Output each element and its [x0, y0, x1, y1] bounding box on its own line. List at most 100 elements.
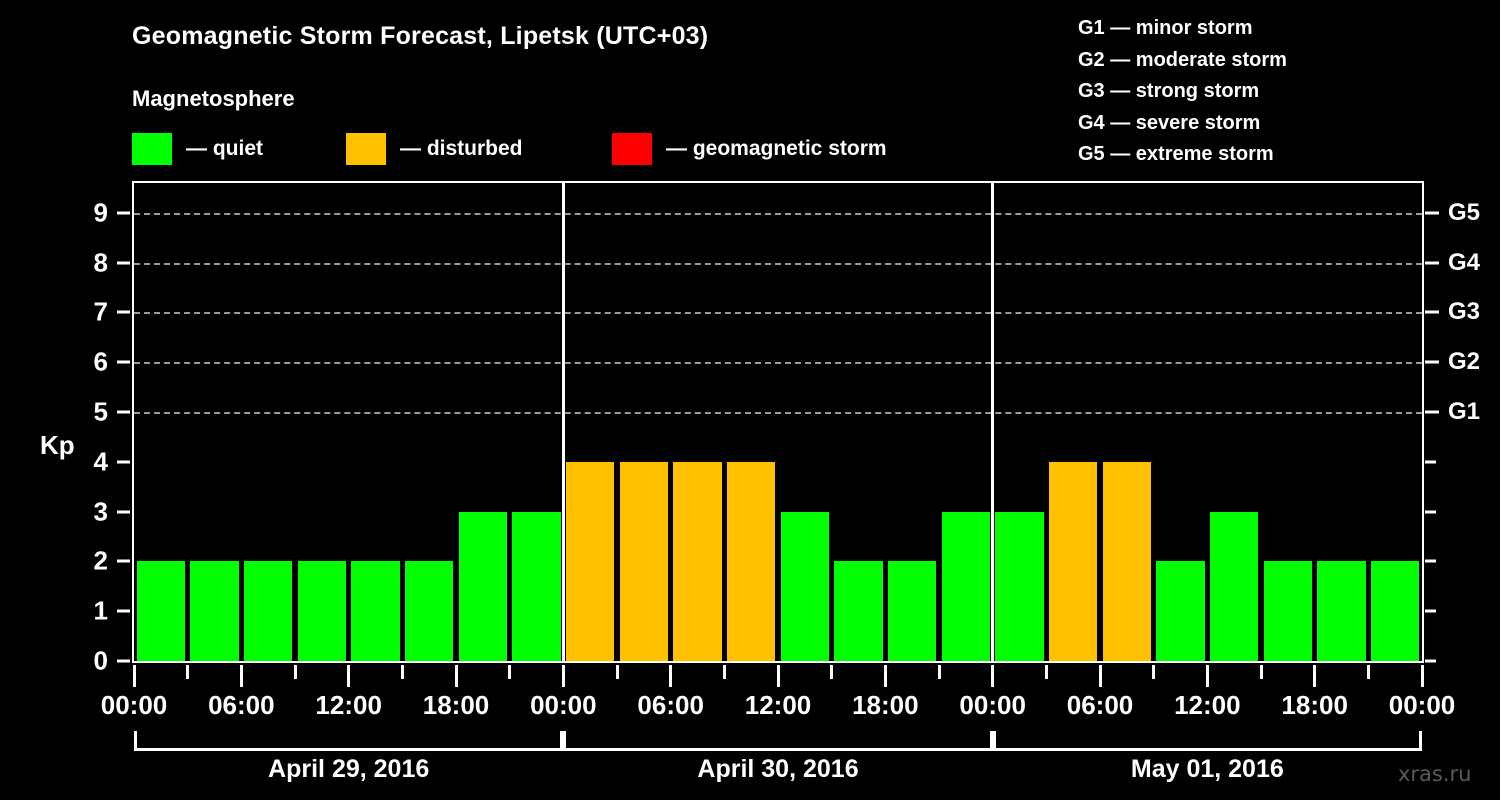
legend-item-quiet: — quiet	[132, 133, 263, 165]
bar	[1263, 561, 1313, 661]
right-axis-minor-tick	[1425, 510, 1436, 514]
bar	[136, 561, 186, 661]
y-axis-tick-label: 2	[93, 545, 108, 576]
x-axis-major-tick	[1205, 665, 1209, 687]
plot-inner	[134, 183, 1422, 661]
x-axis-major-tick	[669, 665, 673, 687]
bar	[887, 561, 937, 661]
bar	[726, 461, 776, 661]
legend-label: — quiet	[186, 137, 263, 160]
x-axis-minor-tick	[615, 665, 619, 679]
x-axis-tick-label: 06:00	[208, 690, 275, 720]
bar	[512, 511, 561, 661]
bar	[780, 511, 830, 661]
legend-item-disturbed: — disturbed	[346, 133, 523, 165]
date-bracket	[563, 731, 993, 751]
green-square-icon	[132, 133, 172, 165]
date-label: April 29, 2016	[268, 755, 430, 783]
g-axis-tick	[1425, 410, 1439, 414]
y-axis-tick-label: 3	[93, 496, 108, 527]
gridline	[134, 312, 1422, 315]
x-axis-major-tick	[883, 665, 887, 687]
bar	[834, 561, 883, 661]
y-axis-tick-label: 1	[93, 595, 108, 626]
bar	[1048, 461, 1098, 661]
bar	[243, 561, 293, 661]
y-axis-tick-label: 0	[93, 645, 108, 676]
right-axis-minor-tick	[1425, 659, 1436, 663]
bar	[190, 561, 239, 661]
bar	[1156, 561, 1205, 661]
x-axis-minor-tick	[722, 665, 726, 679]
bar	[297, 561, 347, 661]
y-axis-tick	[117, 261, 130, 265]
g-axis-tick	[1425, 360, 1439, 364]
date-bracket	[134, 731, 564, 751]
date-label: May 01, 2016	[1130, 755, 1284, 783]
x-axis-tick-label: 00:00	[1388, 690, 1456, 720]
x-axis-major-tick	[1098, 665, 1102, 687]
g-scale-item: G4 — severe storm	[1078, 111, 1261, 134]
g-scale-item: G2 — moderate storm	[1078, 48, 1287, 71]
x-axis-tick-label: 00:00	[530, 690, 597, 720]
x-axis-tick-label: 00:00	[959, 690, 1026, 720]
y-axis-title: Kp	[40, 430, 75, 460]
bar	[458, 511, 508, 661]
bar	[351, 561, 400, 661]
bar	[1317, 561, 1366, 661]
y-axis-tick	[117, 559, 130, 563]
gridline	[134, 262, 1422, 265]
g-axis-label: G3	[1448, 298, 1481, 326]
gridline	[134, 362, 1422, 365]
right-axis-minor-tick	[1425, 460, 1436, 464]
y-axis-tick	[117, 360, 130, 364]
bar	[941, 511, 991, 661]
g-axis-label: G1	[1448, 398, 1481, 426]
day-separator	[991, 183, 995, 661]
y-axis-tick-label: 8	[93, 247, 108, 278]
x-axis-major-tick	[776, 665, 780, 687]
x-axis-major-tick	[347, 665, 351, 687]
bar	[995, 511, 1044, 661]
x-axis-minor-tick	[1152, 665, 1156, 679]
date-bracket	[992, 731, 1422, 751]
x-axis-minor-tick	[293, 665, 297, 679]
y-axis-tick	[117, 211, 130, 215]
x-axis-tick-label: 06:00	[637, 690, 704, 720]
x-axis-tick-label: 06:00	[1066, 690, 1134, 720]
right-axis-minor-tick	[1425, 609, 1436, 613]
x-axis-tick-label: 00:00	[100, 690, 168, 720]
orange-square-icon	[346, 133, 386, 165]
y-axis-tick-label: 9	[93, 197, 108, 228]
gridline	[134, 212, 1422, 215]
bar	[565, 461, 615, 661]
bar	[673, 461, 722, 661]
gridline	[134, 412, 1422, 415]
bar	[1209, 511, 1259, 661]
x-axis-tick-label: 18:00	[422, 690, 490, 720]
g-axis-label: G2	[1448, 348, 1481, 376]
x-axis-minor-tick	[937, 665, 941, 679]
x-axis-tick-label: 18:00	[852, 690, 919, 720]
x-axis-tick-label: 12:00	[315, 690, 382, 720]
y-axis-tick	[117, 510, 130, 514]
y-axis-tick-label: 7	[93, 296, 108, 327]
x-axis-major-tick	[132, 665, 136, 687]
bar	[1370, 561, 1420, 661]
g-axis-tick	[1425, 261, 1439, 265]
red-square-icon	[612, 133, 652, 165]
x-axis-major-tick	[1313, 665, 1317, 687]
bar	[404, 561, 454, 661]
g-scale-item: G5 — extreme storm	[1078, 143, 1274, 165]
x-axis-minor-tick	[508, 665, 512, 679]
x-axis-major-tick	[991, 665, 995, 687]
g-axis-label: G5	[1448, 198, 1481, 226]
day-separator	[561, 183, 565, 661]
watermark: xras.ru	[1398, 762, 1472, 786]
right-axis-minor-tick	[1425, 559, 1436, 563]
g-scale-item: G3 — strong storm	[1078, 80, 1260, 102]
y-axis-tick-label: 5	[93, 396, 108, 427]
x-axis-major-tick	[1420, 665, 1424, 687]
x-axis-major-tick	[239, 665, 243, 687]
